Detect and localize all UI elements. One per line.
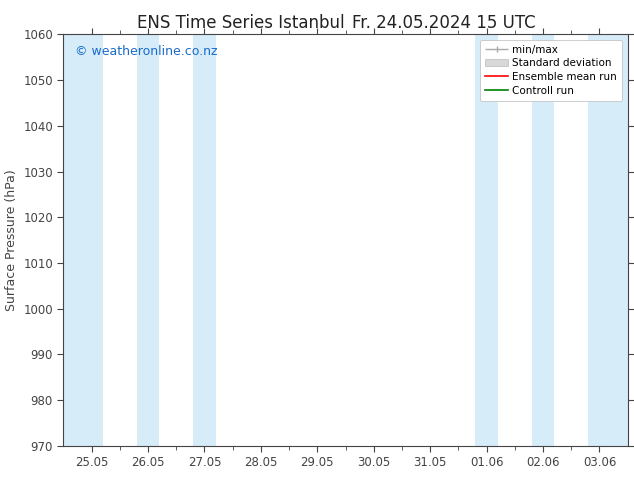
Legend: min/max, Standard deviation, Ensemble mean run, Controll run: min/max, Standard deviation, Ensemble me… — [480, 40, 623, 101]
Bar — [532, 34, 554, 446]
Text: © weatheronline.co.nz: © weatheronline.co.nz — [75, 45, 217, 58]
Bar — [476, 34, 498, 446]
Y-axis label: Surface Pressure (hPa): Surface Pressure (hPa) — [4, 169, 18, 311]
Text: Fr. 24.05.2024 15 UTC: Fr. 24.05.2024 15 UTC — [352, 14, 536, 32]
Text: ENS Time Series Istanbul: ENS Time Series Istanbul — [137, 14, 345, 32]
Bar — [63, 34, 103, 446]
Bar — [137, 34, 159, 446]
Bar — [193, 34, 216, 446]
Bar — [588, 34, 628, 446]
